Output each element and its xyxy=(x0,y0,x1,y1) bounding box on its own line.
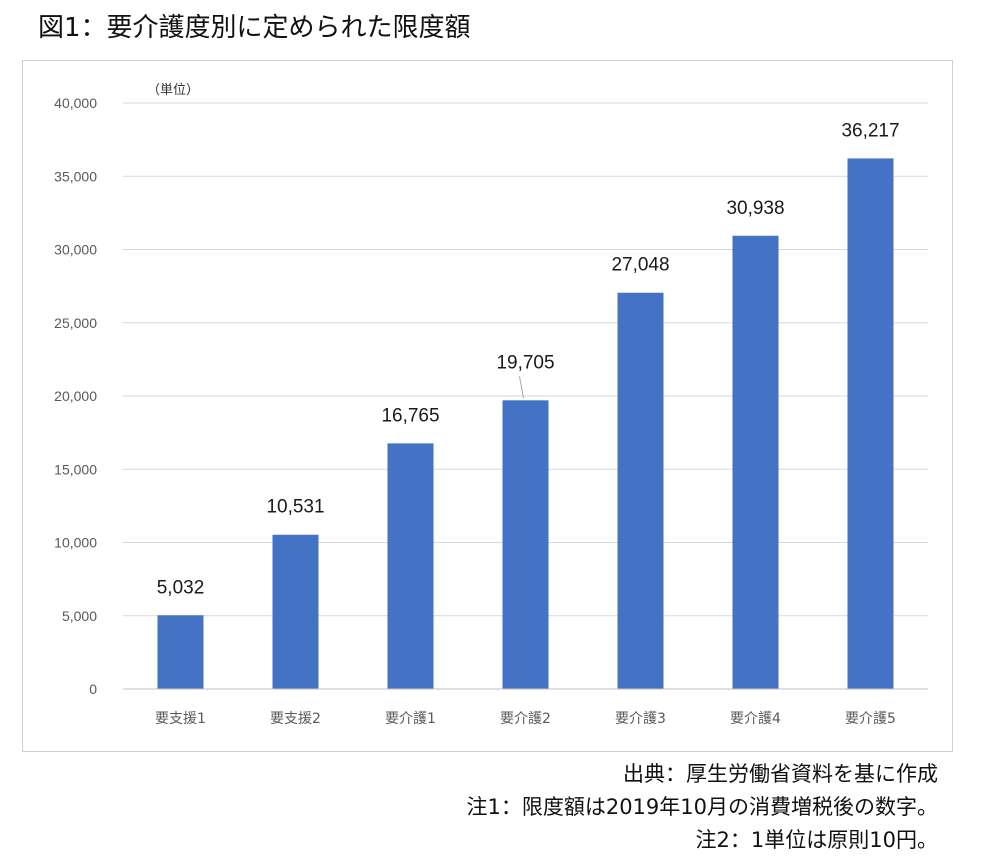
y-tick-label: 0 xyxy=(89,681,97,697)
data-label-leader xyxy=(519,376,524,399)
data-label: 19,705 xyxy=(496,352,554,373)
unit-label: （単位） xyxy=(147,82,199,98)
bar xyxy=(502,400,549,689)
y-tick-label: 35,000 xyxy=(54,168,97,184)
y-tick-label: 40,000 xyxy=(54,95,97,111)
y-tick-label: 5,000 xyxy=(62,608,97,624)
x-tick-label: 要介護1 xyxy=(385,711,436,727)
data-label: 27,048 xyxy=(611,255,669,276)
bar xyxy=(732,235,779,689)
x-tick-label: 要介護4 xyxy=(730,711,781,727)
data-label: 10,531 xyxy=(266,497,324,518)
y-tick-label: 15,000 xyxy=(54,461,97,477)
data-label: 5,032 xyxy=(157,577,205,598)
x-tick-label: 要支援1 xyxy=(155,711,206,727)
x-tick-label: 要介護2 xyxy=(500,711,551,727)
x-tick-label: 要支援2 xyxy=(270,711,321,727)
notes: 出典：厚生労働省資料を基に作成 注1：限度額は2019年10月の消費増税後の数字… xyxy=(466,758,938,857)
bar xyxy=(847,158,894,689)
bar xyxy=(272,534,319,689)
y-tick-label: 30,000 xyxy=(54,242,97,258)
chart-title: 図1：要介護度別に定められた限度額 xyxy=(38,13,471,43)
note-1: 注1：限度額は2019年10月の消費増税後の数字。 xyxy=(466,795,938,819)
note-2: 注2：1単位は原則10円。 xyxy=(695,828,938,852)
y-tick-label: 10,000 xyxy=(54,535,97,551)
x-tick-label: 要介護3 xyxy=(615,711,666,727)
bar xyxy=(617,292,664,689)
chart-area: 0 5,000 10,000 15,000 20,000 25,000 30,000 35,0… xyxy=(22,60,953,752)
data-label: 36,217 xyxy=(841,120,899,141)
bar xyxy=(387,443,434,689)
y-tick-label: 20,000 xyxy=(54,388,97,404)
x-tick-label: 要介護5 xyxy=(845,711,896,727)
y-tick-label: 25,000 xyxy=(54,315,97,331)
data-label: 16,765 xyxy=(381,405,439,426)
data-label: 30,938 xyxy=(726,198,784,219)
source-note: 出典：厚生労働省資料を基に作成 xyxy=(623,762,938,786)
bar xyxy=(157,615,204,689)
bar-chart: 0 5,000 10,000 15,000 20,000 25,000 30,000 35,0… xyxy=(54,82,928,727)
